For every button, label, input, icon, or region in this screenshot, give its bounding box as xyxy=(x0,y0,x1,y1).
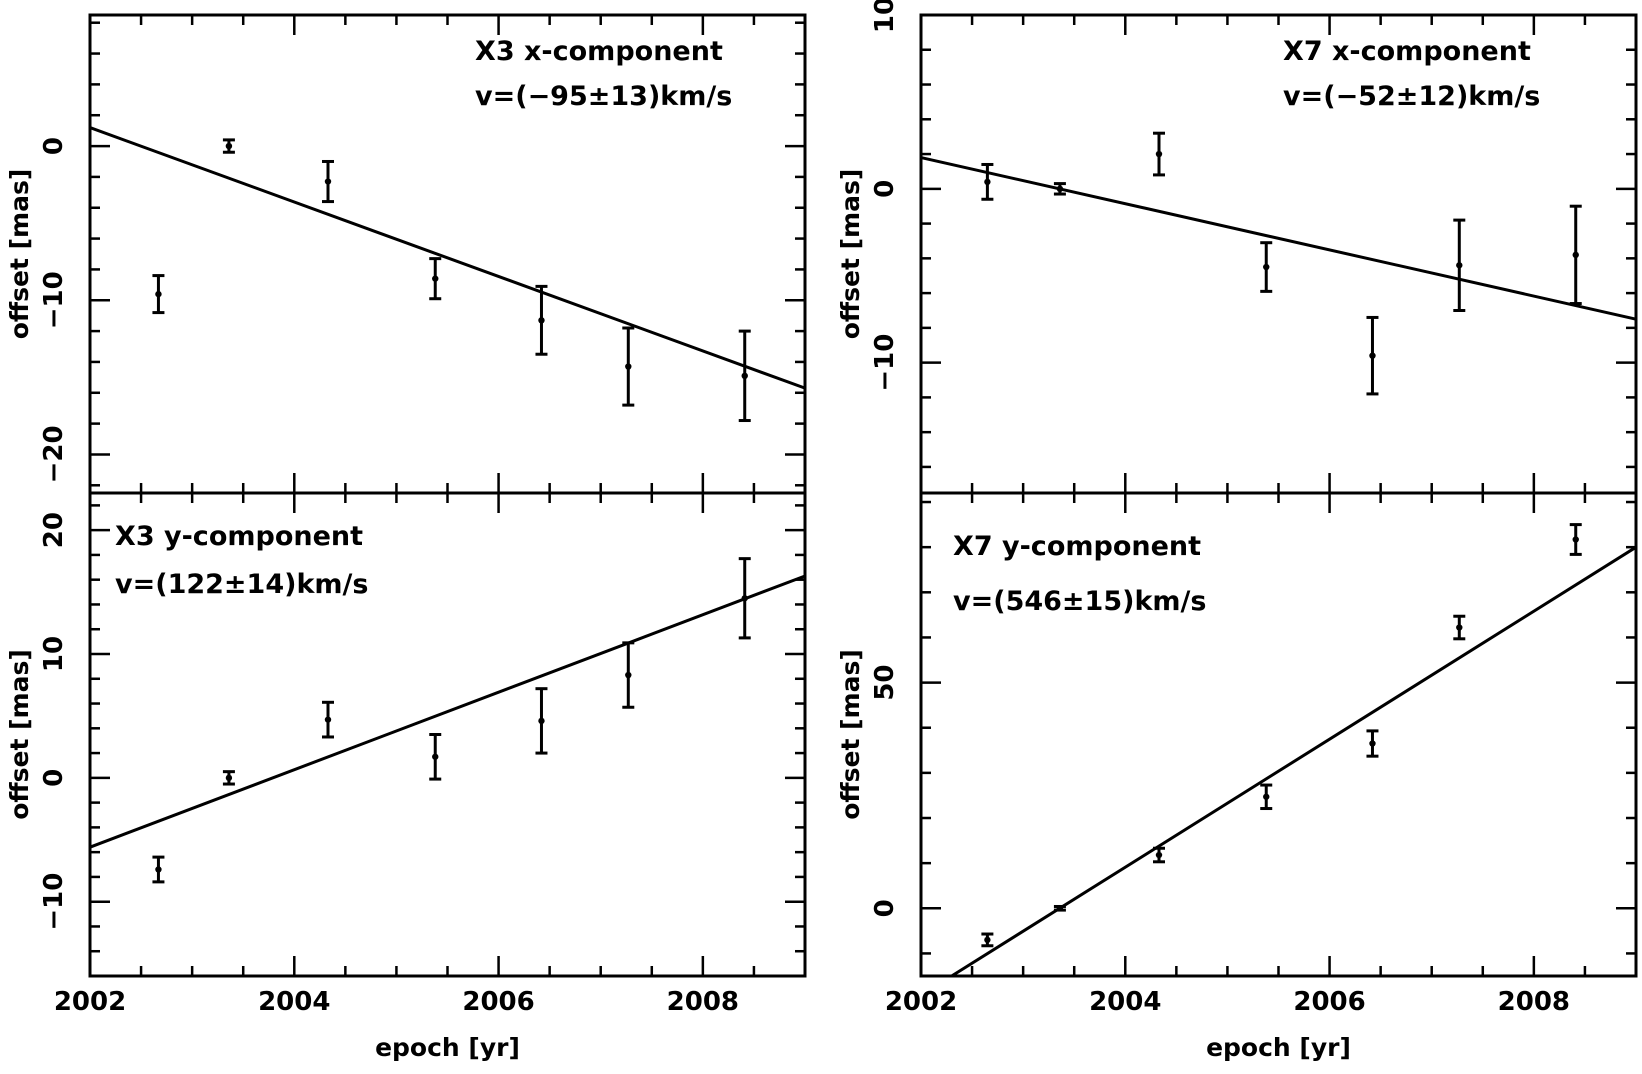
data-point xyxy=(225,774,233,782)
y-tick-label: 10 xyxy=(39,636,69,672)
data-point xyxy=(1155,150,1163,158)
data-point xyxy=(1369,740,1376,747)
data-point xyxy=(155,290,162,298)
y-axis-label: offset [mas] xyxy=(836,649,865,820)
y-tick-label: 0 xyxy=(870,899,900,917)
y-axis-label: offset [mas] xyxy=(836,169,865,340)
data-point xyxy=(538,717,545,725)
y-tick-label: 0 xyxy=(870,180,900,198)
data-point xyxy=(741,372,748,380)
y-tick-label: −10 xyxy=(39,873,69,931)
x-tick-label: 2008 xyxy=(1498,987,1570,1017)
x-tick-label: 2004 xyxy=(258,987,330,1017)
data-point xyxy=(1056,905,1064,912)
panel-x7-x-component: −10 0 10 offset [mas] X7 x-component v=(… xyxy=(836,0,1638,495)
fit-line xyxy=(920,156,1637,321)
y-tick-label: 0 xyxy=(39,769,69,787)
x-tick-label: 2006 xyxy=(1293,987,1365,1017)
velocity-annotation: v=(−52±12)km/s xyxy=(1283,81,1540,112)
x-tick-label: 2004 xyxy=(1089,987,1161,1017)
x-axis-label: epoch [yr] xyxy=(375,1033,520,1062)
y-tick-label: 10 xyxy=(870,0,900,33)
panel-x3-x-component: −20 −10 0 offset [mas] X3 x-component v=… xyxy=(5,13,807,495)
y-tick-label: 20 xyxy=(39,512,69,548)
y-tick-labels: 0 50 xyxy=(870,664,900,917)
data-point xyxy=(155,866,162,873)
plot-frame xyxy=(88,491,807,978)
tick-marks xyxy=(919,13,1638,493)
y-tick-labels: −20 −10 0 xyxy=(39,137,69,483)
data-point xyxy=(1456,624,1463,631)
data-points xyxy=(89,557,806,884)
data-point xyxy=(432,753,439,760)
data-point xyxy=(1263,263,1270,271)
x-axis-label: epoch [yr] xyxy=(1206,1033,1351,1062)
data-point xyxy=(1263,793,1270,800)
fit-line xyxy=(89,574,806,849)
data-point xyxy=(984,936,991,944)
y-tick-labels: −10 0 10 xyxy=(870,0,900,392)
data-point xyxy=(1056,185,1064,193)
data-point xyxy=(625,671,632,679)
data-point xyxy=(1572,251,1579,259)
x-tick-labels: 2002 2004 2006 2008 xyxy=(54,987,739,1017)
velocity-annotation: v=(546±15)km/s xyxy=(953,586,1206,617)
panel-title: X7 x-component xyxy=(1283,36,1531,67)
data-point xyxy=(324,716,332,723)
y-tick-label: −10 xyxy=(39,271,69,329)
y-tick-labels: −10 0 10 20 xyxy=(39,512,69,931)
data-point xyxy=(1155,851,1163,859)
panel-x7-y-component: 0 50 2002 2004 2006 2008 offset [mas] ep… xyxy=(836,491,1638,1062)
panel-title: X3 x-component xyxy=(475,36,723,67)
x-tick-label: 2002 xyxy=(54,987,126,1017)
data-point xyxy=(1572,536,1579,543)
y-tick-label: 0 xyxy=(39,137,69,155)
panel-title: X3 y-component xyxy=(115,521,363,552)
data-points xyxy=(920,131,1637,396)
x-tick-label: 2008 xyxy=(667,987,739,1017)
y-axis-label: offset [mas] xyxy=(5,649,34,820)
data-points xyxy=(950,523,1637,978)
x-tick-labels: 2002 2004 2006 2008 xyxy=(885,987,1570,1017)
tick-marks xyxy=(919,493,1638,976)
fit-line xyxy=(89,126,806,390)
data-point xyxy=(432,275,439,282)
panel-title: X7 y-component xyxy=(953,531,1201,562)
data-point xyxy=(225,142,233,150)
data-point xyxy=(625,363,632,370)
y-tick-label: −10 xyxy=(870,334,900,392)
tick-marks xyxy=(88,15,807,493)
data-point xyxy=(324,178,332,185)
data-point xyxy=(538,317,545,324)
velocity-annotation: v=(122±14)km/s xyxy=(115,569,368,600)
data-points xyxy=(89,126,806,423)
panel-x3-y-component: −10 0 10 20 2002 2004 2006 2008 offset [… xyxy=(5,491,807,1062)
data-point xyxy=(1456,262,1463,269)
plot-frame xyxy=(919,491,1638,978)
y-axis-label: offset [mas] xyxy=(5,169,34,340)
data-point xyxy=(1369,352,1376,359)
y-tick-label: −20 xyxy=(39,425,69,483)
tick-marks xyxy=(88,493,807,978)
x-tick-label: 2006 xyxy=(462,987,534,1017)
y-tick-label: 50 xyxy=(870,664,900,700)
x-tick-label: 2002 xyxy=(885,987,957,1017)
fit-line xyxy=(950,545,1637,978)
data-point xyxy=(984,178,991,186)
data-point xyxy=(741,595,748,602)
velocity-annotation: v=(−95±13)km/s xyxy=(475,81,732,112)
